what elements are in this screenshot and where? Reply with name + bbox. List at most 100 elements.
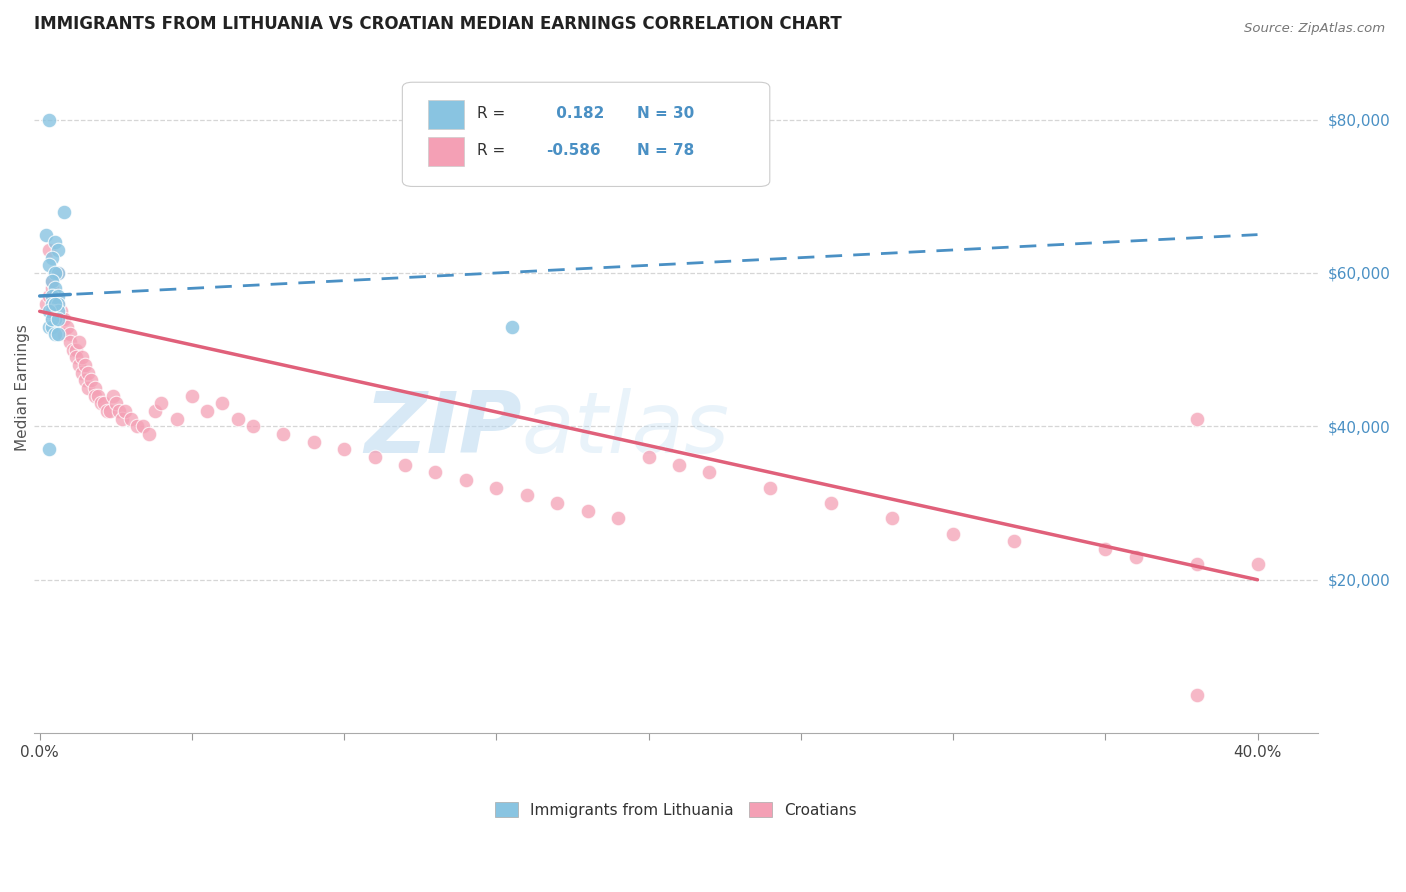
Point [501,319,523,334]
Text: R =: R = [477,143,505,158]
Point [41,319,63,334]
FancyBboxPatch shape [402,82,770,186]
Point [576,504,599,518]
Point [41,296,63,310]
Point [41,251,63,265]
Point [41,312,63,326]
Point [166,411,188,425]
Point [195,404,218,418]
Point [53,327,76,342]
Point [41,312,63,326]
Point [46,266,69,280]
Point [41,304,63,318]
Point [96,404,118,418]
Point [1125,549,1147,564]
Point [226,411,249,425]
Point [53,204,76,219]
Text: N = 78: N = 78 [637,143,695,158]
Point [56,319,79,334]
Point [46,296,69,310]
Point [67,334,90,349]
Point [62,343,84,357]
Point [46,327,69,342]
Point [1002,534,1025,549]
Point [41,289,63,303]
Point [607,511,630,525]
Point [820,496,842,510]
Point [485,481,508,495]
Y-axis label: Median Earnings: Median Earnings [15,325,30,451]
Point [44,327,66,342]
Point [72,351,94,365]
Point [44,304,66,318]
Point [242,419,264,434]
Point [46,304,69,318]
Bar [427,136,464,166]
Point [35,227,58,242]
Point [38,289,60,303]
Text: atlas: atlas [522,388,730,471]
Point [363,450,385,464]
Point [86,389,108,403]
Point [75,358,97,372]
Point [699,466,721,480]
Point [46,289,69,303]
Point [44,296,66,310]
Point [38,304,60,318]
Point [425,466,447,480]
Point [80,373,103,387]
Point [333,442,356,457]
Point [38,258,60,272]
Point [637,450,659,464]
Point [38,319,60,334]
Point [44,296,66,310]
Point [516,488,538,502]
Point [1185,558,1208,572]
Point [83,381,105,395]
Text: ZIP: ZIP [364,388,522,471]
Point [882,511,904,525]
Point [93,396,115,410]
Point [120,411,142,425]
Text: Source: ZipAtlas.com: Source: ZipAtlas.com [1244,22,1385,36]
Point [41,274,63,288]
Point [1185,688,1208,702]
Point [145,404,167,418]
Point [77,366,100,380]
Text: -0.586: -0.586 [547,143,600,158]
Point [211,396,233,410]
Point [1246,558,1268,572]
Point [41,274,63,288]
Text: 0.182: 0.182 [551,106,605,121]
Point [44,289,66,303]
Point [1094,542,1116,557]
Point [65,351,87,365]
Point [49,304,72,318]
Point [271,427,294,442]
Point [83,389,105,403]
Point [44,235,66,250]
Point [108,404,131,418]
Point [546,496,568,510]
Point [59,334,82,349]
Point [46,296,69,310]
Point [38,112,60,127]
Point [668,458,690,472]
Point [114,404,136,418]
Point [150,396,173,410]
Text: N = 30: N = 30 [637,106,695,121]
Point [38,442,60,457]
Point [59,327,82,342]
Point [1185,411,1208,425]
Point [44,312,66,326]
Point [98,404,121,418]
Point [111,411,134,425]
Point [454,473,477,487]
Point [38,243,60,257]
Point [942,526,965,541]
Point [138,427,160,442]
Point [759,481,782,495]
Point [46,243,69,257]
Point [132,419,155,434]
Point [46,312,69,326]
